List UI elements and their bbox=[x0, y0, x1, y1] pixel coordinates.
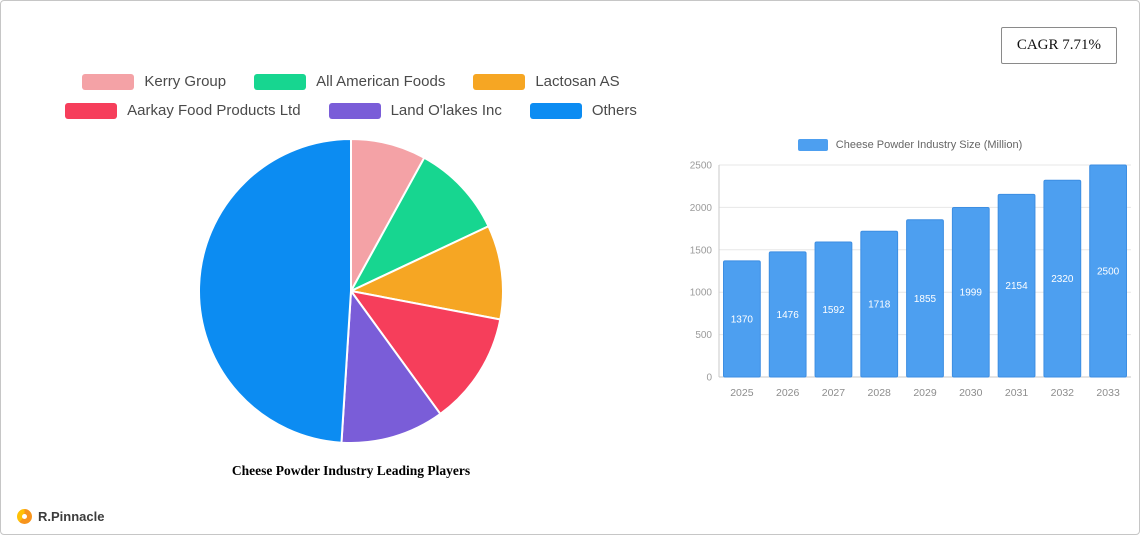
y-axis-tick-label: 0 bbox=[706, 373, 712, 384]
legend-swatch-icon bbox=[529, 102, 582, 119]
x-axis-tick-label: 2026 bbox=[776, 387, 800, 399]
x-axis-tick-label: 2028 bbox=[868, 387, 892, 399]
bar-2031[interactable] bbox=[997, 193, 1036, 378]
pie-slice-aarkay-food-products-ltd[interactable] bbox=[350, 290, 502, 415]
pie-chart-section: Kerry Group All American Foods Lactosan AS… bbox=[53, 73, 649, 479]
bar-2032[interactable] bbox=[1043, 179, 1082, 378]
y-axis-tick-label: 500 bbox=[695, 330, 712, 341]
pie-logo-icon bbox=[17, 509, 32, 524]
brand-logo: R.Pinnacle bbox=[17, 509, 104, 524]
pie-legend-row: Aarkay Food Products Ltd Land O'lakes Inc… bbox=[53, 102, 649, 119]
legend-swatch-icon bbox=[82, 73, 135, 90]
legend-item-all-american-foods[interactable]: All American Foods bbox=[254, 73, 445, 90]
bar-value-label: 1999 bbox=[960, 288, 983, 299]
pie-slice-land-o-lakes-inc[interactable] bbox=[340, 290, 442, 444]
pie-legend-row: Kerry Group All American Foods Lactosan AS bbox=[53, 73, 649, 90]
legend-label: Aarkay Food Products Ltd bbox=[127, 102, 301, 119]
x-axis-tick-label: 2025 bbox=[730, 387, 754, 399]
legend-swatch-icon bbox=[473, 73, 526, 90]
y-axis-tick-label: 1500 bbox=[690, 245, 713, 256]
legend-item-aarkay-food-products-ltd[interactable]: Aarkay Food Products Ltd bbox=[65, 102, 301, 119]
bar-2029[interactable] bbox=[906, 219, 944, 378]
bar-value-label: 2154 bbox=[1005, 281, 1028, 292]
brand-name: R.Pinnacle bbox=[38, 509, 105, 524]
x-axis-tick-label: 2032 bbox=[1051, 387, 1075, 399]
bar-2030[interactable] bbox=[951, 206, 990, 378]
pie-chart bbox=[198, 138, 505, 444]
legend-item-kerry-group[interactable]: Kerry Group bbox=[82, 73, 226, 90]
pie-slice-all-american-foods[interactable] bbox=[350, 156, 490, 292]
cagr-badge: CAGR 7.71% bbox=[1000, 27, 1117, 64]
bar-value-label: 1592 bbox=[822, 305, 845, 316]
y-axis-tick-label: 2000 bbox=[690, 203, 713, 214]
legend-item-land-o-lakes-inc[interactable]: Land O'lakes Inc bbox=[328, 102, 502, 119]
legend-item-lactosan-as[interactable]: Lactosan AS bbox=[473, 73, 620, 90]
pie-legend: Kerry Group All American Foods Lactosan AS… bbox=[53, 73, 649, 119]
pie-chart-title: Cheese Powder Industry Leading Players bbox=[231, 463, 471, 478]
bar-chart-legend-item[interactable]: Cheese Powder Industry Size (Million) bbox=[681, 139, 1139, 151]
bar-value-label: 1370 bbox=[731, 314, 754, 325]
legend-label: Land O'lakes Inc bbox=[390, 102, 502, 119]
legend-label: Kerry Group bbox=[144, 73, 227, 90]
bar-2026[interactable] bbox=[768, 251, 807, 378]
y-axis-tick-label: 2500 bbox=[690, 161, 713, 172]
x-axis-tick-label: 2030 bbox=[959, 387, 983, 399]
legend-label: Others bbox=[591, 102, 637, 119]
pie-slice-lactosan-as[interactable] bbox=[350, 225, 505, 321]
bar-2028[interactable] bbox=[860, 230, 899, 378]
x-axis-tick-label: 2033 bbox=[1096, 387, 1120, 399]
legend-swatch-icon bbox=[65, 102, 118, 119]
legend-label: All American Foods bbox=[316, 73, 446, 90]
x-axis-tick-label: 2027 bbox=[822, 387, 846, 399]
pie-slice-others[interactable] bbox=[198, 138, 352, 444]
y-axis-tick-label: 1000 bbox=[690, 288, 713, 299]
x-axis-tick-label: 2029 bbox=[913, 387, 937, 399]
bar-value-label: 2320 bbox=[1051, 274, 1074, 285]
bar-2025[interactable] bbox=[723, 260, 761, 378]
bar-chart-section: Cheese Powder Industry Size (Million) 0 5… bbox=[681, 139, 1139, 413]
bar-chart: 0 500 1000 1500 2000 2500 1370 2025 1476 2026 1592… bbox=[690, 161, 1131, 399]
bar-legend-swatch-icon bbox=[797, 139, 828, 151]
legend-swatch-icon bbox=[254, 73, 307, 90]
bar-2033[interactable] bbox=[1089, 164, 1127, 378]
bar-value-label: 1476 bbox=[777, 310, 800, 321]
x-axis-tick-label: 2031 bbox=[1005, 387, 1029, 399]
bar-legend-label: Cheese Powder Industry Size (Million) bbox=[835, 139, 1023, 151]
bar-value-label: 2500 bbox=[1097, 267, 1120, 278]
legend-swatch-icon bbox=[328, 102, 381, 119]
legend-label: Lactosan AS bbox=[535, 73, 620, 90]
bar-value-label: 1718 bbox=[868, 300, 891, 311]
bar-2027[interactable] bbox=[814, 241, 853, 378]
bar-value-label: 1855 bbox=[914, 294, 937, 305]
legend-item-others[interactable]: Others bbox=[529, 102, 637, 119]
